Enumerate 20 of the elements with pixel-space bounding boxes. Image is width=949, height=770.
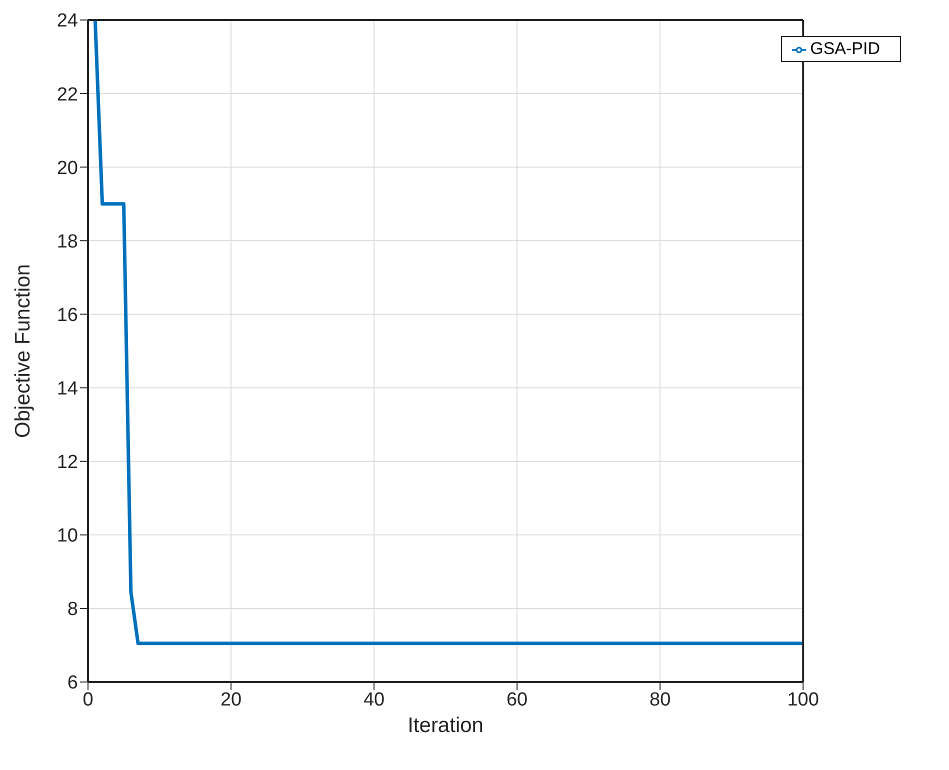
y-tick-label: 22 [56, 84, 78, 106]
y-tick-label: 8 [67, 599, 78, 620]
y-tick-label: 14 [56, 378, 78, 400]
line-series [93, 20, 804, 646]
x-tick-label: 40 [363, 689, 385, 710]
x-tick-label: 20 [220, 689, 242, 710]
x-axis-title: Iteration [408, 714, 484, 737]
legend-label: GSA-PID [810, 39, 880, 58]
y-tick-label: 12 [56, 452, 78, 474]
y-tick-label: 10 [56, 526, 78, 547]
y-tick-label: 20 [56, 158, 78, 179]
y-tick-label: 16 [56, 304, 78, 326]
x-tick-label: 0 [82, 689, 94, 710]
x-tick-label: 60 [506, 689, 528, 710]
y-tick-label: 24 [56, 10, 78, 32]
x-tick-label: 100 [787, 689, 819, 710]
x-tick-label: 80 [650, 689, 671, 710]
y-tick-label: 6 [67, 672, 78, 694]
y-axis-title: Objective Function [11, 264, 34, 438]
y-tick-label: 18 [56, 231, 78, 252]
